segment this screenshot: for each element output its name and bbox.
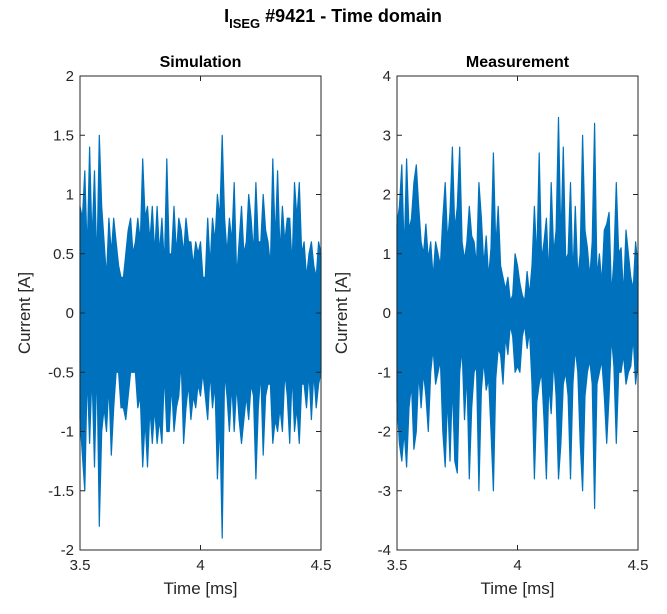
y-axis-label: Current [A] [15,272,34,354]
y-tick-label: 3 [383,127,391,144]
y-tick-label: 1 [66,187,74,204]
y-tick-label: 2 [383,187,391,204]
x-tick-label: 3.5 [387,557,408,574]
y-tick-label: -2 [61,542,74,559]
x-tick-label: 3.5 [70,557,91,574]
x-tick-label: 4 [196,557,204,574]
x-axis-label: Time [ms] [481,579,555,598]
y-tick-label: 0 [383,305,391,322]
y-tick-label: -0.5 [48,364,74,381]
y-tick-label: -4 [378,542,391,559]
y-tick-label: 2 [66,68,74,85]
figure-title-rest: #9421 - Time domain [260,6,442,26]
figure-title-main: I [224,6,229,26]
y-tick-label: -3 [378,483,391,500]
x-tick-label: 4 [513,557,521,574]
x-tick-label: 4.5 [311,557,332,574]
simulation-panel: -2 -1.5 -1 -0.5 0 0.5 1 1.5 2 3.5 4 4.5 Simulation Ti… [15,54,331,598]
y-tick-label: 0 [66,305,74,322]
y-tick-label: 0.5 [53,246,74,263]
y-tick-label: -1.5 [48,483,74,500]
y-tick-label: -2 [378,424,391,441]
panel-title: Simulation [160,54,242,71]
y-tick-label: 1.5 [53,127,74,144]
panel-title: Measurement [466,54,570,71]
y-tick-label: 1 [383,246,391,263]
x-tick-label: 4.5 [628,557,649,574]
y-tick-label: -1 [378,364,391,381]
y-axis-label: Current [A] [332,272,351,354]
y-tick-label: 4 [383,68,391,85]
y-tick-label: -1 [61,424,74,441]
x-axis-label: Time [ms] [164,579,238,598]
figure-title: IISEG #9421 - Time domain [224,6,442,31]
measurement-panel: -4 -3 -2 -1 0 1 2 3 4 3.5 4 4.5 Measurement Time [ms]… [332,54,648,598]
figure-title-subscript: ISEG [229,16,260,31]
